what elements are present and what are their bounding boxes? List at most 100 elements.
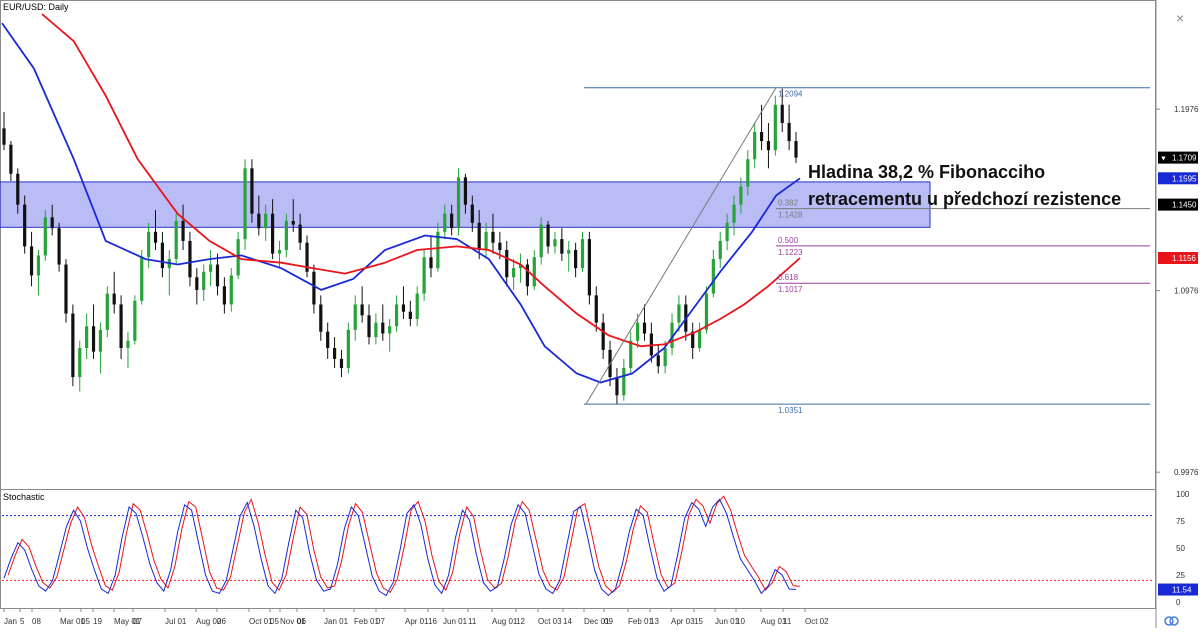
candle-body <box>725 222 729 241</box>
candle-body <box>264 213 268 229</box>
x-tick-label: 19 <box>93 617 102 626</box>
candle-body <box>153 231 158 243</box>
x-tick-label: 07 <box>133 617 142 626</box>
x-tick-label: Feb 01 <box>354 617 379 626</box>
candle-body <box>367 315 371 338</box>
fibonacci-price-label: 1.2094 <box>778 90 803 99</box>
annotation-line-1: Hladina 38,2 % Fibonacciho <box>808 162 1045 182</box>
x-tick-label: Apr 03 <box>671 617 695 626</box>
candle-body <box>98 329 103 352</box>
candle-body <box>202 271 206 290</box>
candle-body <box>546 224 550 247</box>
candle-body <box>594 295 598 323</box>
fibonacci-trend-line <box>585 87 777 405</box>
candle-body <box>415 293 419 319</box>
candle-body <box>739 186 743 205</box>
candle-body <box>601 322 605 350</box>
candle-body <box>450 213 454 229</box>
candle-body <box>477 222 481 250</box>
candle-body <box>222 286 226 305</box>
x-tick-label: 12 <box>516 617 525 626</box>
x-tick-label: 05 <box>81 617 90 626</box>
candle-body <box>677 304 681 323</box>
candle-body <box>326 331 330 349</box>
candle-body <box>312 271 316 305</box>
moving-average-line-2 <box>41 13 801 348</box>
y-tick-label: 0.9976 <box>1174 468 1199 477</box>
candle-body <box>794 141 798 158</box>
x-tick-label: Oct 03 <box>538 617 562 626</box>
x-tick-label: 06 <box>217 617 226 626</box>
x-tick-label: 5 <box>20 617 25 626</box>
candle-body <box>112 293 116 305</box>
stochastic-title: Stochastic <box>3 492 45 502</box>
candle-body <box>505 250 509 278</box>
x-tick-label: Jun 01 <box>443 617 468 626</box>
candle-body <box>697 329 702 349</box>
candle-body <box>360 304 364 316</box>
candle-body <box>408 311 412 319</box>
candle-body <box>532 257 536 287</box>
x-tick-label: Jan 01 <box>324 617 349 626</box>
stochastic-y-tick-label: 100 <box>1176 490 1190 499</box>
x-tick-label: Aug 01 <box>761 617 787 626</box>
candle-body <box>574 250 578 269</box>
candle-body <box>422 257 426 294</box>
candle-body <box>291 220 295 225</box>
stochastic-value-badge <box>1158 583 1198 596</box>
candle-body <box>456 177 461 229</box>
candle-body <box>85 326 89 349</box>
current-price-arrow-icon: ▼ <box>1160 156 1167 163</box>
candle-body <box>16 173 20 205</box>
x-tick-label: May 01 <box>114 617 141 626</box>
candle-body <box>374 322 378 338</box>
fibonacci-price-label: 1.0351 <box>778 406 803 415</box>
candle-body <box>539 224 543 258</box>
candle-body <box>353 304 357 330</box>
candle-body <box>195 277 199 290</box>
x-tick-label: 08 <box>32 617 41 626</box>
candle-body <box>250 168 254 214</box>
fibonacci-price-label: 1.1223 <box>778 248 803 257</box>
candle-body <box>23 204 27 247</box>
stochastic-y-tick-label: 50 <box>1176 544 1185 553</box>
price-badge <box>1158 198 1198 211</box>
candle-body <box>78 348 82 378</box>
candle-body <box>188 240 192 278</box>
candle-body <box>553 239 557 247</box>
price-badge-label: 1.1156 <box>1172 254 1196 263</box>
main-chart-title: EUR/USD: Daily <box>3 2 69 12</box>
candle-body <box>209 264 213 272</box>
candle-body <box>656 355 660 367</box>
chart-close-icon[interactable]: × <box>1170 8 1190 28</box>
stochastic-y-tick-label: 0 <box>1176 598 1181 607</box>
stochastic-y-tick-label: 25 <box>1176 571 1185 580</box>
price-badge-label: 1.1709 <box>1172 154 1197 163</box>
candle-body <box>284 220 288 250</box>
link-icon[interactable] <box>1164 616 1179 626</box>
candle-body <box>525 264 530 287</box>
x-tick-label: Oct 02 <box>805 617 829 626</box>
candle-body <box>642 322 647 334</box>
fibonacci-ratio-label: 0.382 <box>778 199 799 208</box>
x-tick-label: Oct 01 <box>249 617 273 626</box>
candle-body <box>243 168 247 240</box>
candle-body <box>140 257 144 301</box>
x-tick-label: 15 <box>694 617 703 626</box>
candle-body <box>773 104 777 151</box>
candle-body <box>567 250 571 254</box>
candle-body <box>160 242 164 269</box>
candle-body <box>711 259 715 294</box>
annotation-line-2: retracementu u předchozí rezistence <box>808 189 1121 209</box>
candle-body <box>691 331 695 349</box>
svg-text:×: × <box>1176 10 1184 26</box>
candle-body <box>498 242 502 250</box>
candle-body <box>339 358 344 368</box>
x-tick-label: Aug 02 <box>196 617 222 626</box>
candle-body <box>704 293 709 330</box>
x-tick-label: 11 <box>468 617 477 626</box>
candle-body <box>512 268 516 278</box>
